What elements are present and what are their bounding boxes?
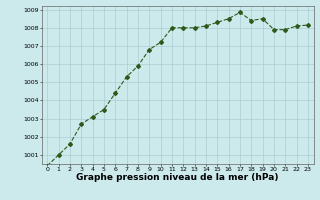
X-axis label: Graphe pression niveau de la mer (hPa): Graphe pression niveau de la mer (hPa) xyxy=(76,173,279,182)
